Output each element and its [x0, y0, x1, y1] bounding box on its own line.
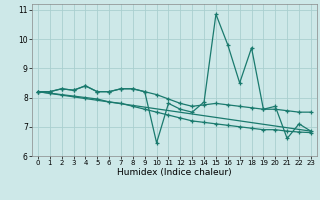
X-axis label: Humidex (Indice chaleur): Humidex (Indice chaleur) — [117, 168, 232, 177]
